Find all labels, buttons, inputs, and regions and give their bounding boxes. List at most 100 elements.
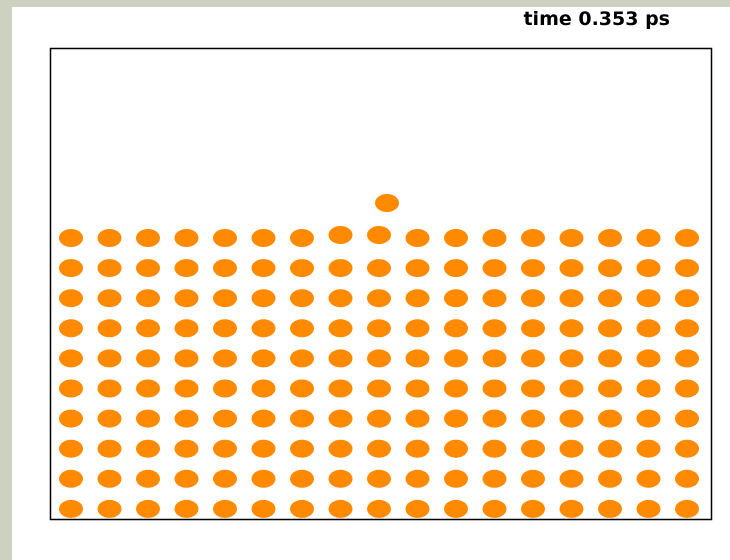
atom xyxy=(637,319,661,337)
atom xyxy=(598,289,622,307)
atom xyxy=(521,349,545,367)
atom xyxy=(290,289,314,307)
atom xyxy=(406,410,430,428)
atom xyxy=(252,289,276,307)
atom xyxy=(560,500,584,518)
top-border xyxy=(0,0,730,7)
atom xyxy=(136,229,160,247)
atom xyxy=(136,259,160,277)
atom xyxy=(213,380,237,398)
atom xyxy=(483,500,507,518)
atom xyxy=(483,470,507,488)
atom xyxy=(406,289,430,307)
atom xyxy=(98,289,122,307)
atom xyxy=(406,349,430,367)
atom xyxy=(252,440,276,458)
simulation-view: time 0.353 ps xyxy=(0,0,730,560)
atom xyxy=(560,259,584,277)
atom xyxy=(98,259,122,277)
atom xyxy=(136,500,160,518)
atom xyxy=(483,410,507,428)
atom xyxy=(329,226,353,244)
atom xyxy=(406,470,430,488)
atom xyxy=(367,410,391,428)
atom xyxy=(175,229,199,247)
atom xyxy=(252,259,276,277)
atom xyxy=(175,470,199,488)
atom xyxy=(560,380,584,398)
atom xyxy=(290,259,314,277)
atom xyxy=(367,259,391,277)
atom xyxy=(175,349,199,367)
atom xyxy=(637,500,661,518)
atom xyxy=(560,470,584,488)
atom xyxy=(175,500,199,518)
atom xyxy=(98,500,122,518)
atom xyxy=(290,229,314,247)
atom xyxy=(598,349,622,367)
atom xyxy=(521,500,545,518)
atom xyxy=(521,410,545,428)
atom xyxy=(59,440,83,458)
atom xyxy=(444,289,468,307)
atom xyxy=(59,229,83,247)
atom xyxy=(560,319,584,337)
atom xyxy=(252,500,276,518)
atom xyxy=(59,259,83,277)
atom xyxy=(637,289,661,307)
atom xyxy=(598,470,622,488)
atom xyxy=(483,229,507,247)
atom xyxy=(290,380,314,398)
atom xyxy=(367,440,391,458)
atom xyxy=(367,500,391,518)
atom xyxy=(675,289,699,307)
atom xyxy=(483,289,507,307)
atom xyxy=(329,470,353,488)
atom xyxy=(521,289,545,307)
atom xyxy=(598,410,622,428)
atom xyxy=(521,380,545,398)
atom xyxy=(637,380,661,398)
atom xyxy=(675,259,699,277)
atom xyxy=(98,470,122,488)
atom xyxy=(483,349,507,367)
atom xyxy=(521,470,545,488)
atom xyxy=(444,349,468,367)
atom xyxy=(560,410,584,428)
atom xyxy=(560,229,584,247)
atom xyxy=(329,440,353,458)
atom xyxy=(444,380,468,398)
atom xyxy=(252,410,276,428)
atom xyxy=(367,380,391,398)
atom xyxy=(367,319,391,337)
atom xyxy=(675,380,699,398)
atom xyxy=(290,500,314,518)
atom xyxy=(444,259,468,277)
time-label: time 0.353 ps xyxy=(523,8,670,30)
atom xyxy=(598,440,622,458)
atom xyxy=(637,440,661,458)
atom xyxy=(59,349,83,367)
atom xyxy=(252,229,276,247)
atom xyxy=(444,319,468,337)
atom xyxy=(444,470,468,488)
atom xyxy=(175,410,199,428)
atom xyxy=(175,440,199,458)
atom xyxy=(637,470,661,488)
atom xyxy=(444,410,468,428)
atom xyxy=(98,380,122,398)
atom xyxy=(406,319,430,337)
atom xyxy=(444,229,468,247)
atom xyxy=(252,319,276,337)
atom xyxy=(406,259,430,277)
atom xyxy=(59,410,83,428)
atom xyxy=(213,229,237,247)
atom xyxy=(329,380,353,398)
atom xyxy=(560,349,584,367)
atom xyxy=(406,380,430,398)
atom xyxy=(59,319,83,337)
atom xyxy=(675,319,699,337)
atom xyxy=(329,410,353,428)
atom xyxy=(213,259,237,277)
atom xyxy=(136,410,160,428)
